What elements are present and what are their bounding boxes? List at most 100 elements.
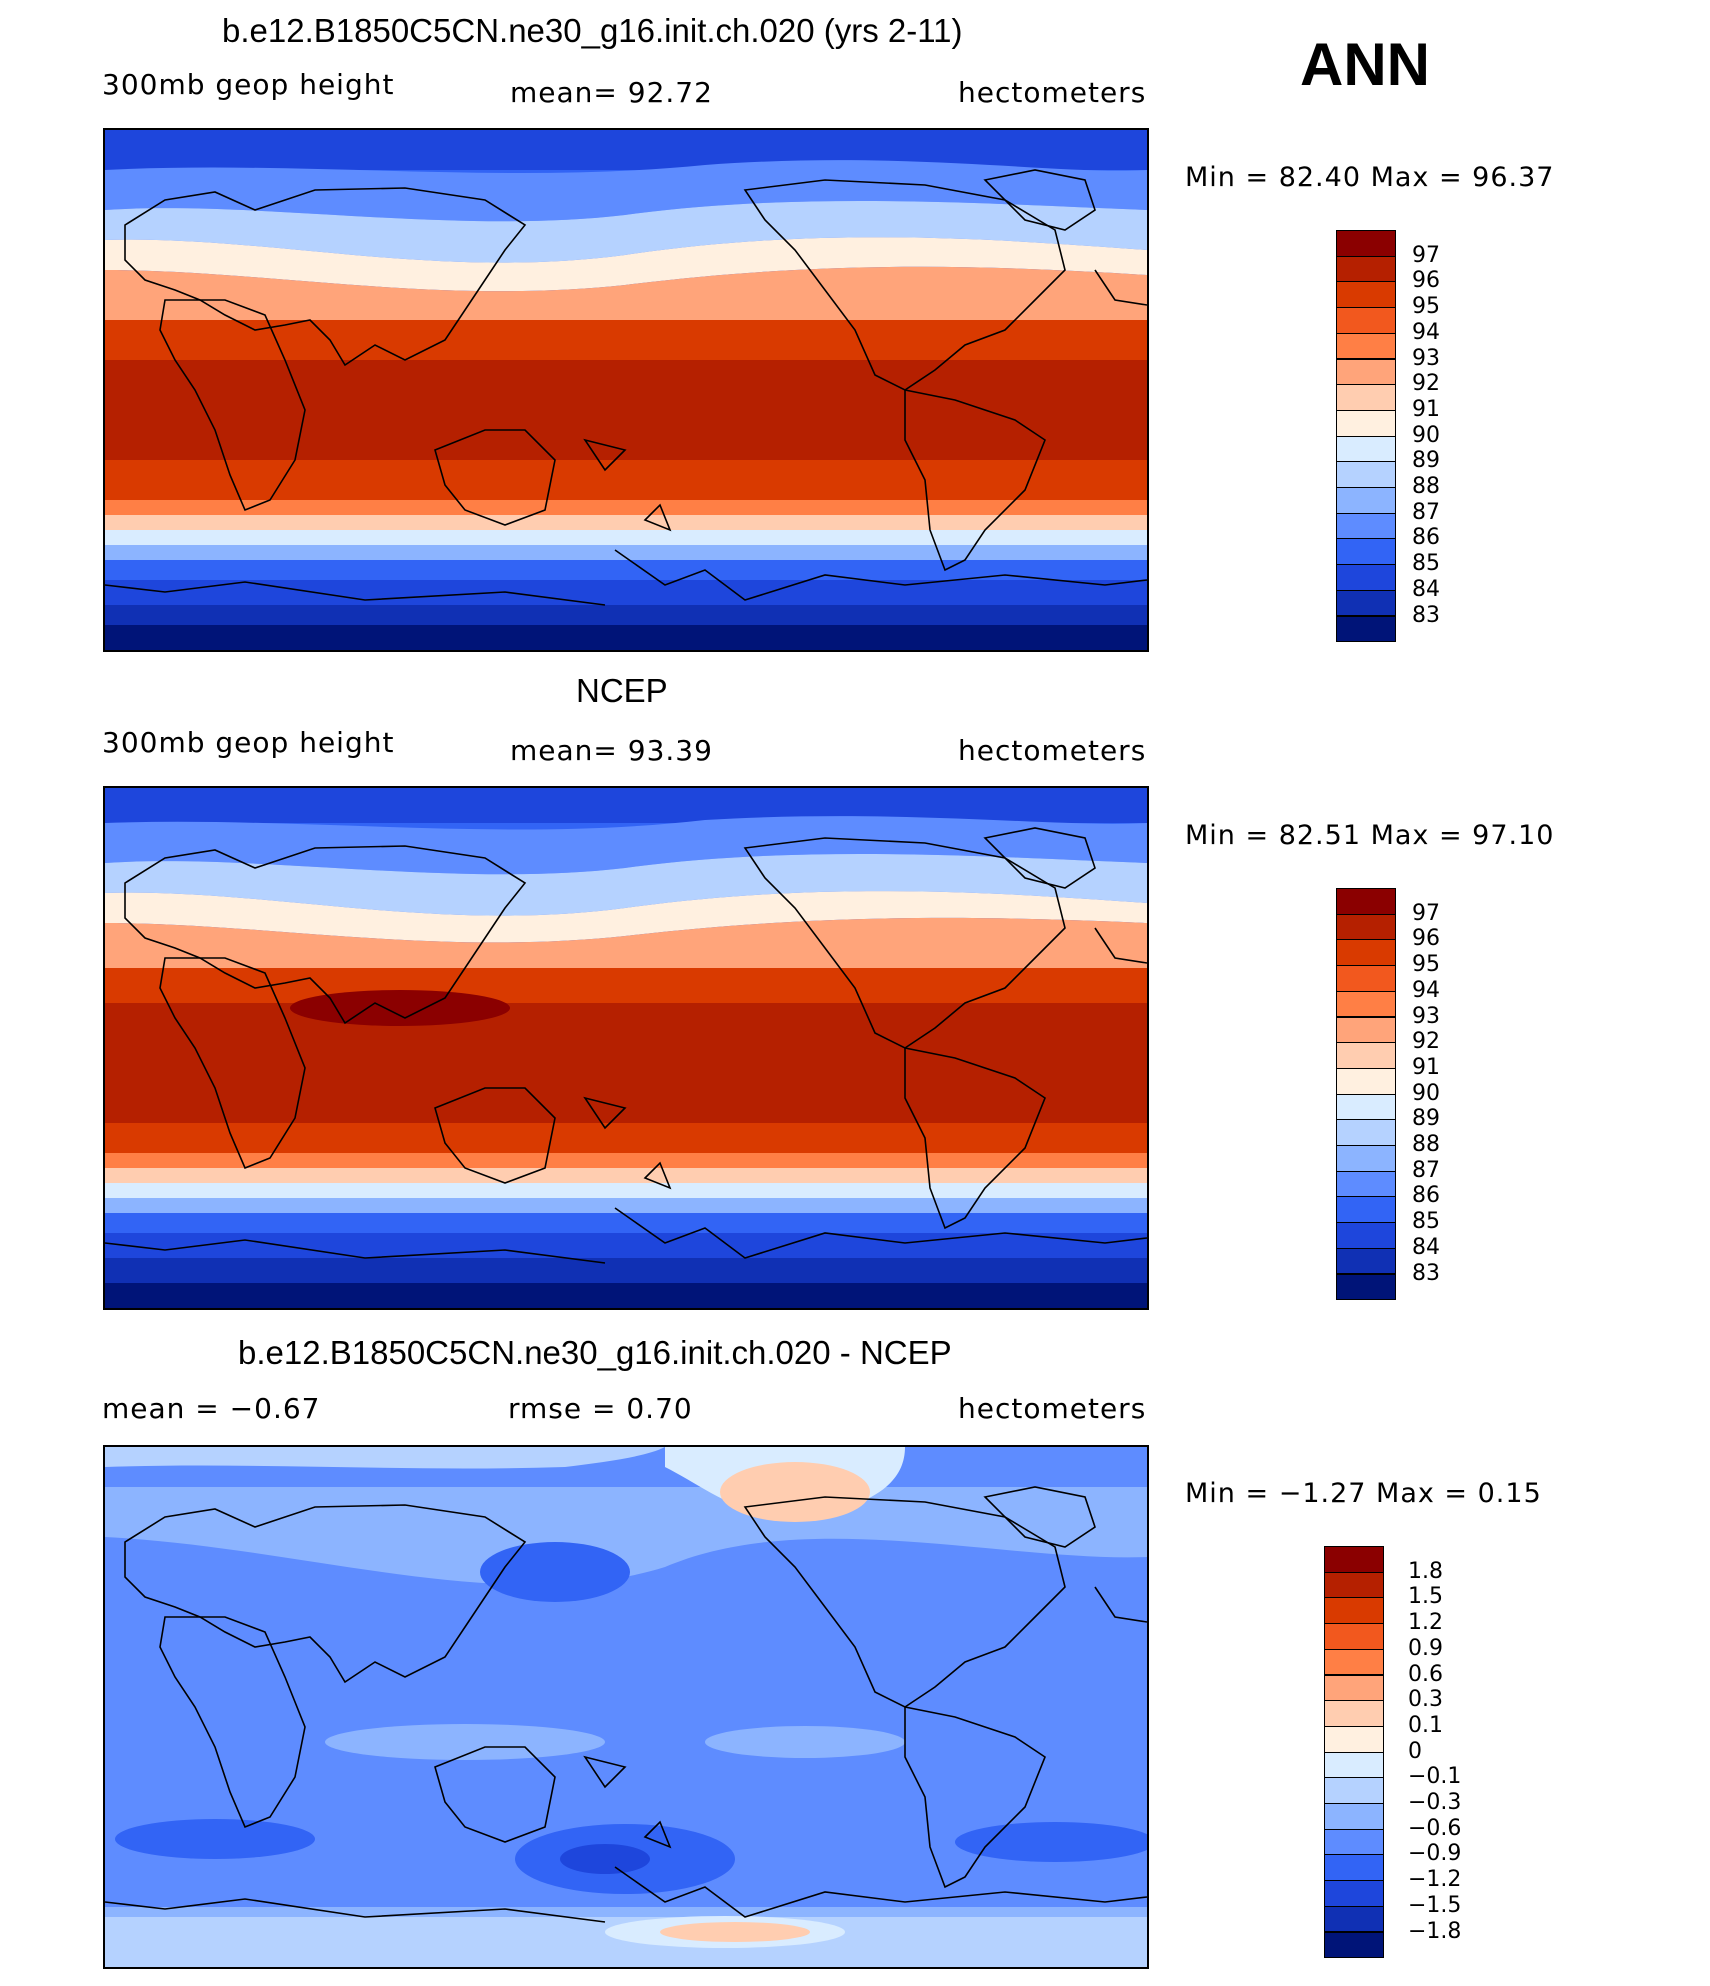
colorbar-swatch — [1336, 307, 1396, 334]
colorbar-label: −1.5 — [1408, 1892, 1462, 1918]
colorbar-swatch — [1324, 1648, 1384, 1676]
colorbar-swatch — [1336, 1145, 1396, 1172]
colorbar-swatch — [1324, 1751, 1384, 1779]
panel-3-map — [103, 1445, 1149, 1969]
colorbar-label: 93 — [1412, 1003, 1440, 1029]
colorbar-swatch — [1336, 990, 1396, 1018]
colorbar-swatch — [1336, 281, 1396, 309]
colorbar-label: 83 — [1412, 602, 1440, 628]
colorbar-label: 0.6 — [1408, 1661, 1443, 1687]
colorbar-label: 1.2 — [1408, 1610, 1443, 1636]
panel-3-title: b.e12.B1850C5CN.ne30_g16.init.ch.020 - N… — [238, 1334, 952, 1371]
colorbar-label: −0.3 — [1408, 1790, 1462, 1815]
panel-3-rmse: rmse = 0.70 — [508, 1392, 693, 1425]
colorbar-label: 89 — [1412, 1106, 1440, 1132]
colorbar-swatch — [1336, 939, 1396, 967]
colorbar-swatch — [1324, 1803, 1384, 1830]
colorbar-swatch — [1336, 538, 1396, 566]
colorbar-swatch — [1336, 888, 1396, 915]
colorbar-swatch — [1324, 1931, 1384, 1959]
panel-1-title: b.e12.B1850C5CN.ne30_g16.init.ch.020 (yr… — [222, 12, 963, 49]
colorbar-swatch — [1336, 1273, 1396, 1301]
panel-2-coastlines — [105, 827, 1147, 1264]
colorbar-label: −1.8 — [1408, 1918, 1462, 1944]
colorbar-label: −0.1 — [1408, 1764, 1462, 1790]
panel-2-title: NCEP — [576, 672, 668, 709]
colorbar-label: 96 — [1412, 926, 1440, 952]
panel-1-variable: 300mb geop height — [102, 68, 395, 101]
colorbar-swatch — [1324, 1623, 1384, 1650]
colorbar-swatch — [1324, 1880, 1384, 1907]
colorbar-label: 92 — [1412, 371, 1440, 397]
panel-3-colorbar — [1324, 1546, 1464, 1959]
colorbar-label: 96 — [1412, 268, 1440, 294]
colorbar-label: 86 — [1412, 1183, 1440, 1209]
panel-1-colorbar — [1336, 230, 1476, 643]
panel-1-units: hectometers — [958, 76, 1147, 109]
panel-2-units: hectometers — [958, 734, 1147, 767]
colorbar-label: 97 — [1412, 900, 1440, 926]
colorbar-label: 97 — [1412, 242, 1440, 268]
colorbar-swatch — [1336, 487, 1396, 514]
panel-1-mean: mean= 92.72 — [510, 76, 713, 109]
panel-3-mean: mean = −0.67 — [102, 1392, 321, 1425]
colorbar-label: 89 — [1412, 448, 1440, 474]
panel-2-mean: mean= 93.39 — [510, 734, 713, 767]
colorbar-label: 90 — [1412, 422, 1440, 448]
colorbar-swatch — [1336, 1196, 1396, 1224]
colorbar-swatch — [1336, 1247, 1396, 1275]
colorbar-label: 94 — [1412, 319, 1440, 345]
panel-3-colorbar-labels: 1.8 1.5 1.2 0.9 0.6 0.3 0.1 0 −0.1 −0.3 −0.6 −0.9 −1… — [1408, 1546, 1498, 1958]
panel-3-minmax: Min = −1.27 Max = 0.15 — [1185, 1478, 1542, 1509]
colorbar-swatch — [1324, 1700, 1384, 1727]
colorbar-swatch — [1324, 1546, 1384, 1573]
colorbar-label: −0.6 — [1408, 1815, 1462, 1841]
colorbar-swatch — [1336, 1042, 1396, 1069]
colorbar-swatch — [1336, 409, 1396, 437]
colorbar-swatch — [1336, 564, 1396, 591]
colorbar-label: 93 — [1412, 345, 1440, 371]
colorbar-swatch — [1324, 1725, 1384, 1753]
colorbar-label: 88 — [1412, 1132, 1440, 1157]
colorbar-label: 0.9 — [1408, 1635, 1443, 1661]
colorbar-label: 92 — [1412, 1029, 1440, 1055]
colorbar-label: 1.8 — [1408, 1558, 1443, 1584]
panel-1-minmax: Min = 82.40 Max = 96.37 — [1185, 162, 1555, 193]
colorbar-swatch — [1336, 1222, 1396, 1249]
colorbar-label: 90 — [1412, 1080, 1440, 1106]
colorbar-swatch — [1336, 1067, 1396, 1095]
colorbar-swatch — [1336, 435, 1396, 463]
colorbar-label: 95 — [1412, 294, 1440, 320]
colorbar-label: 85 — [1412, 551, 1440, 577]
colorbar-label: −1.2 — [1408, 1867, 1462, 1893]
colorbar-swatch — [1324, 1571, 1384, 1599]
panel-1-field — [105, 130, 1147, 650]
colorbar-label: 88 — [1412, 474, 1440, 499]
colorbar-label: 85 — [1412, 1209, 1440, 1235]
colorbar-label: 91 — [1412, 1054, 1440, 1080]
colorbar-label: 87 — [1412, 499, 1440, 525]
panel-1-coastlines — [105, 169, 1147, 606]
colorbar-swatch — [1324, 1854, 1384, 1882]
colorbar-swatch — [1336, 384, 1396, 411]
colorbar-swatch — [1336, 1093, 1396, 1121]
colorbar-swatch — [1336, 230, 1396, 257]
colorbar-label: 94 — [1412, 977, 1440, 1003]
colorbar-swatch — [1324, 1597, 1384, 1625]
colorbar-label: 0.1 — [1408, 1712, 1443, 1738]
colorbar-label: 84 — [1412, 1234, 1440, 1260]
colorbar-label: 86 — [1412, 525, 1440, 551]
colorbar-label: 0 — [1408, 1738, 1422, 1764]
panel-3-field — [105, 1447, 1147, 1967]
colorbar-swatch — [1336, 1119, 1396, 1146]
colorbar-swatch — [1336, 913, 1396, 941]
colorbar-swatch — [1324, 1905, 1384, 1933]
panel-2-colorbar — [1336, 888, 1476, 1301]
colorbar-label: 95 — [1412, 952, 1440, 978]
panel-2-map — [103, 786, 1149, 1310]
colorbar-swatch — [1336, 332, 1396, 360]
colorbar-swatch — [1336, 965, 1396, 992]
panel-1-colorbar-labels: 97 96 95 94 93 92 91 90 89 88 87 86 85 84 83 — [1412, 230, 1492, 642]
colorbar-label: 84 — [1412, 576, 1440, 602]
panel-3-coastlines — [105, 1486, 1147, 1923]
